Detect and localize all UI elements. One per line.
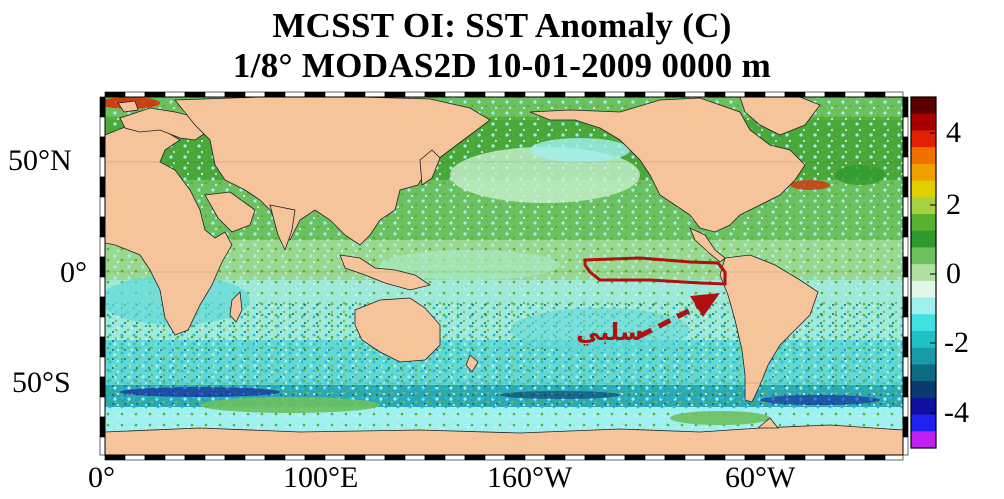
colorbar-tick-0: 0	[946, 257, 961, 290]
south-america-land	[719, 254, 819, 403]
colorbar-swatch	[911, 247, 936, 265]
north-america-land	[529, 97, 806, 233]
colorbar-swatch	[911, 180, 936, 198]
map-title-line-1: MCSST OI: SST Anomaly (C)	[272, 6, 732, 45]
colorbar-swatch	[911, 381, 936, 399]
australia-land	[354, 297, 441, 363]
colorbar-swatch	[911, 414, 936, 432]
annotation-arrow	[638, 302, 702, 339]
colorbar-tick-neg2: -2	[944, 326, 969, 359]
colorbar-swatch	[911, 297, 936, 315]
antarctic-peninsula-land	[756, 417, 779, 429]
japan-land	[419, 149, 441, 186]
colorbar-tick-4: 4	[946, 116, 961, 149]
colorbar-swatch	[911, 230, 936, 248]
lat-label-equator: 0°	[60, 256, 87, 289]
central-america-land	[689, 227, 726, 263]
north-pacific-cool-patch	[530, 138, 630, 162]
lat-label-50s: 50°S	[12, 366, 71, 399]
colorbar-swatch	[911, 331, 936, 349]
map-plot-area	[105, 97, 903, 455]
arabia-land	[204, 191, 256, 233]
asia-land	[174, 97, 491, 246]
map-title-line-2: 1/8° MODAS2D 10-01-2009 0000 m	[232, 46, 772, 85]
annotation-label: سلبي	[576, 318, 644, 346]
colorbar-swatch	[911, 314, 936, 332]
land-masses	[105, 97, 903, 455]
colorbar-swatch	[911, 347, 936, 365]
colorbar-swatch	[911, 280, 936, 299]
colorbar-swatch	[911, 113, 936, 131]
colorbar-swatch	[911, 130, 936, 148]
colorbar-swatch	[911, 397, 936, 416]
indonesia-land	[339, 254, 431, 291]
nino-region-outline	[583, 256, 727, 286]
colorbar-swatch	[911, 364, 936, 382]
colorbar-swatch	[911, 214, 936, 232]
colorbar-tick-2: 2	[946, 188, 961, 221]
colorbar-swatch	[911, 97, 936, 115]
antarctica-land	[105, 424, 903, 455]
colorbar-swatch	[911, 264, 936, 282]
colorbar-tick-neg4: -4	[944, 396, 969, 429]
lon-label-0: 0°	[88, 461, 115, 494]
colorbar-swatch	[911, 147, 936, 165]
greenland-land	[739, 97, 821, 136]
lon-label-60w: 60°W	[725, 461, 796, 494]
new-zealand-land	[465, 354, 479, 373]
africa-europe-land	[105, 124, 233, 336]
lat-label-50n: 50°N	[8, 144, 72, 177]
lon-label-160w: 160°W	[487, 461, 573, 494]
colorbar-swatch	[911, 163, 936, 182]
arrow-head-icon	[690, 293, 720, 317]
iceland-land	[117, 100, 139, 113]
map-frame	[99, 91, 909, 461]
colorbar-swatch	[911, 197, 936, 215]
india-land	[269, 204, 296, 252]
graticule	[105, 161, 903, 384]
lon-label-100e: 100°E	[283, 461, 359, 494]
colorbar-swatch	[911, 431, 936, 449]
madagascar-land	[229, 291, 243, 323]
colorbar-swatches	[911, 97, 936, 449]
